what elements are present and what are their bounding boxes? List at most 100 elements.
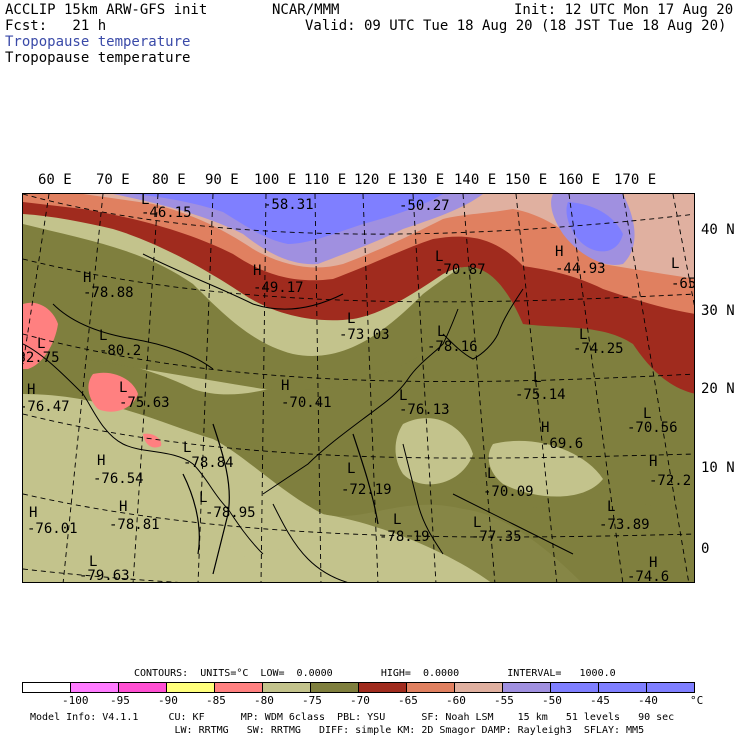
colorbar-tick: -100	[62, 694, 89, 707]
low-marker: L	[473, 515, 482, 531]
marker-value: -78.88	[83, 285, 134, 301]
marker-value: -78.19	[379, 529, 430, 545]
colorbar-tick: -55	[494, 694, 514, 707]
marker-value: -65	[671, 276, 695, 292]
lon-label: 120 E	[354, 172, 397, 188]
low-marker: L	[199, 490, 208, 506]
colorbar-tick: -85	[206, 694, 226, 707]
color-bar	[22, 682, 695, 693]
low-marker: L	[141, 193, 150, 208]
low-marker: L	[643, 406, 652, 422]
color-bar-swatch	[647, 683, 694, 692]
colorbar-tick: -80	[254, 694, 274, 707]
marker-value: -73.89	[599, 517, 650, 533]
lon-label: 90 E	[205, 172, 239, 188]
marker-value: -76.47	[22, 399, 70, 415]
tropopause-field	[23, 194, 694, 582]
model-title: ACCLIP 15km ARW-GFS init	[5, 2, 208, 18]
lat-label: 30 N	[701, 303, 735, 319]
marker-value: -46.15	[141, 205, 192, 221]
marker-value: -78.81	[109, 517, 160, 533]
high-marker: H	[555, 244, 564, 260]
marker-value: -75.63	[119, 395, 170, 411]
colorbar-tick: -60	[446, 694, 466, 707]
model-info-line-2: LW: RRTMG SW: RRTMG DIFF: simple KM: 2D …	[30, 725, 645, 736]
lon-label: 160 E	[558, 172, 601, 188]
marker-value: -78.16	[427, 339, 478, 355]
low-marker: L	[37, 336, 46, 352]
marker-value: -78.84	[183, 455, 234, 471]
lon-label: 110 E	[304, 172, 347, 188]
forecast-hour: Fcst: 21 h	[5, 18, 107, 34]
lat-label: 20 N	[701, 381, 735, 397]
marker-value: -73.03	[339, 327, 390, 343]
marker-value: -50.27	[399, 198, 450, 214]
marker-value: -44.93	[555, 261, 606, 277]
color-bar-swatch	[119, 683, 167, 692]
marker-value: -70.87	[435, 262, 486, 278]
low-marker: L	[487, 466, 496, 482]
color-bar-swatch	[167, 683, 215, 692]
low-marker: L	[437, 324, 446, 340]
lat-label: 40 N	[701, 222, 735, 238]
marker-value: -72.19	[341, 482, 392, 498]
lon-label: 100 E	[254, 172, 297, 188]
lon-label: 70 E	[96, 172, 130, 188]
color-bar-swatch	[215, 683, 263, 692]
low-marker: L	[579, 327, 588, 343]
marker-value: -72.2	[649, 473, 692, 489]
center-label: NCAR/MMM	[272, 2, 340, 18]
marker-value: -79.63	[79, 568, 130, 583]
low-marker: L	[435, 249, 444, 265]
lon-label: 60 E	[38, 172, 72, 188]
init-time: Init: 12 UTC Mon 17 Aug 20	[514, 2, 734, 18]
field-title-shaded: Tropopause temperature	[5, 34, 191, 50]
high-marker: H	[541, 420, 550, 436]
lat-label: 10 N	[701, 460, 735, 476]
colorbar-tick: -50	[542, 694, 562, 707]
marker-value: -82.75	[23, 350, 60, 366]
low-marker: L	[347, 461, 356, 477]
high-marker: H	[29, 505, 38, 521]
marker-value: -70.56	[627, 420, 678, 436]
low-marker: L	[607, 499, 616, 515]
colorbar-tick: -90	[158, 694, 178, 707]
colorbar-tick: -75	[302, 694, 322, 707]
color-bar-swatch	[311, 683, 359, 692]
map-panel: L -46.15 L -58.31 L -50.27 H -78.88 H -4…	[22, 193, 695, 583]
high-marker: H	[253, 263, 262, 279]
low-marker: L	[263, 194, 271, 198]
high-marker: H	[27, 382, 36, 398]
color-bar-swatch	[359, 683, 407, 692]
low-marker: L	[399, 388, 408, 404]
color-bar-swatch	[551, 683, 599, 692]
colorbar-tick: -40	[638, 694, 658, 707]
marker-value: -69.6	[541, 436, 584, 452]
valid-time: Valid: 09 UTC Tue 18 Aug 20 (18 JST Tue …	[305, 18, 727, 34]
marker-value: -78.95	[205, 505, 256, 521]
low-marker: L	[99, 328, 108, 344]
low-marker: L	[393, 512, 402, 528]
marker-value: -77.35	[471, 529, 522, 545]
high-marker: H	[119, 499, 128, 515]
lon-label: 130 E	[402, 172, 445, 188]
lon-label: 80 E	[152, 172, 186, 188]
marker-value: -75.14	[515, 387, 566, 403]
marker-value: -76.01	[27, 521, 78, 537]
low-marker: L	[533, 370, 542, 386]
low-marker: L	[119, 380, 128, 396]
contours-info: CONTOURS: UNITS=°C LOW= 0.0000 HIGH= 0.0…	[134, 668, 616, 679]
low-marker: L	[183, 440, 192, 456]
marker-value: -74.25	[573, 341, 624, 357]
marker-value: -76.13	[399, 402, 450, 418]
model-info-line-1: Model Info: V4.1.1 CU: KF MP: WDM 6class…	[30, 712, 675, 723]
lon-label: 150 E	[505, 172, 548, 188]
colorbar-tick: -45	[590, 694, 610, 707]
color-bar-swatch	[407, 683, 455, 692]
colorbar-tick: -70	[350, 694, 370, 707]
low-marker: L	[671, 256, 680, 272]
color-bar-swatch	[71, 683, 119, 692]
lat-label: 0	[701, 541, 710, 557]
colorbar-tick: -95	[110, 694, 130, 707]
field-title-contour: Tropopause temperature	[5, 50, 191, 66]
